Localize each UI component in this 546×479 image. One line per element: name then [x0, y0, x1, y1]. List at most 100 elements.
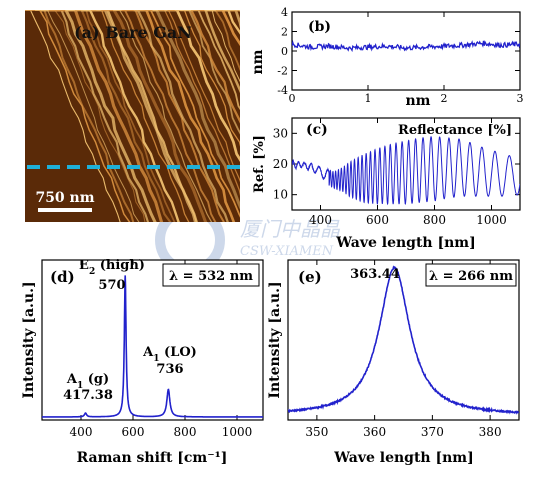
- afm-stripe: [96, 10, 213, 222]
- peak-label: E2 (high): [79, 258, 145, 277]
- afm-stripe: [164, 10, 240, 135]
- panel-b-ylabel: nm: [250, 49, 266, 74]
- afm-stripe: [127, 10, 240, 218]
- x-tick-label: 0: [289, 92, 296, 105]
- panel-b-height-profile: 0 1 2 3 -4 -2 0 2 4 (b) nm nm: [250, 6, 524, 109]
- panel-a-title: (a) Bare GaN: [74, 23, 192, 42]
- panel-e-frame: [287, 259, 520, 421]
- peak-value-label: 736: [156, 362, 183, 377]
- panel-d-title: (d): [50, 268, 75, 286]
- panel-d-series-line: [42, 275, 263, 418]
- panel-e-peak-label: 363.44: [350, 267, 400, 282]
- watermark-text-en: CSW-XIAMEN: [240, 244, 334, 259]
- x-tick-label: 2: [441, 92, 448, 105]
- panel-e-ylabel: Intensity [a.u.]: [267, 281, 283, 398]
- peak-label: A1 (g): [66, 372, 109, 391]
- afm-stripe: [83, 10, 198, 222]
- afm-stripe: [31, 10, 146, 222]
- panel-e-title: (e): [298, 268, 322, 286]
- panel-b-frame: [291, 11, 521, 91]
- x-tick-label: 800: [174, 425, 197, 439]
- afm-stripe: [25, 10, 131, 222]
- x-tick-label: 400: [309, 213, 332, 227]
- x-tick-label: 370: [421, 425, 444, 439]
- panel-a-afm-image: (a) Bare GaN 750 nm: [25, 10, 240, 222]
- panel-c-series-line: [292, 136, 520, 206]
- x-tick-label: 600: [122, 425, 145, 439]
- afm-stripe: [152, 10, 240, 163]
- x-tick-label: 1000: [476, 213, 507, 227]
- panel-e-legend-box: [425, 263, 517, 287]
- afm-stripe: [101, 10, 217, 222]
- panel-b-title: (b): [308, 19, 331, 35]
- x-tick-label: 1: [365, 92, 372, 105]
- afm-stripe: [25, 10, 121, 222]
- y-tick-label: 30: [273, 126, 288, 140]
- afm-stripe: [133, 10, 240, 210]
- afm-stripe: [138, 10, 240, 197]
- afm-stripe: [121, 10, 236, 222]
- afm-stripe: [25, 10, 135, 222]
- x-tick-label: 800: [423, 213, 446, 227]
- panel-e-photoluminescence: 350 360 370 380 (e) 363.44 λ = 266 nm Wave …: [267, 259, 520, 466]
- afm-stripe: [113, 10, 229, 222]
- afm-texture: [25, 10, 240, 222]
- x-tick-label: 360: [363, 425, 386, 439]
- panel-b-xlabel: nm: [406, 93, 431, 109]
- y-tick-label: -2: [277, 65, 288, 78]
- panel-b-series-line: [292, 40, 520, 53]
- y-tick-label: 10: [273, 188, 288, 202]
- afm-stripe: [65, 10, 180, 222]
- afm-stripe: [174, 10, 240, 111]
- panel-e-series-line: [288, 265, 519, 415]
- afm-stripe: [167, 10, 240, 124]
- afm-stripe: [55, 10, 172, 222]
- afm-stripe: [110, 10, 226, 222]
- y-tick-label: 0: [281, 45, 288, 58]
- panel-e-xlabel: Wave length [nm]: [333, 450, 473, 466]
- afm-stripe: [199, 10, 240, 47]
- scale-bar-label: 750 nm: [35, 190, 94, 206]
- y-tick-label: 20: [273, 157, 288, 171]
- y-tick-label: 4: [281, 6, 288, 19]
- panel-c-annotation: Reflectance [%]: [398, 123, 512, 138]
- afm-stripe: [25, 10, 140, 222]
- afm-stripe: [60, 10, 176, 222]
- afm-stripe: [191, 10, 240, 72]
- panel-d-legend-text: λ = 532 nm: [169, 269, 253, 284]
- panel-c-ylabel: Ref. [%]: [252, 135, 267, 193]
- panel-d-ylabel: Intensity [a.u.]: [21, 281, 37, 398]
- panel-d-legend-box: [162, 263, 260, 287]
- afm-stripe: [144, 10, 240, 183]
- x-tick-label: 3: [517, 92, 524, 105]
- peak-value-label: 417.38: [63, 388, 113, 403]
- x-tick-label: 600: [366, 213, 389, 227]
- afm-stripe: [157, 10, 240, 147]
- afm-stripe: [74, 10, 190, 222]
- peak-value-label: 570: [98, 278, 125, 293]
- panel-c-title: (c): [306, 122, 328, 138]
- afm-stripe: [180, 10, 240, 94]
- watermark-text-cn: 厦门中晶晶: [240, 217, 341, 241]
- afm-stripe: [41, 10, 157, 222]
- x-tick-label: 380: [479, 425, 502, 439]
- panel-d-raman: 400 600 800 1000 (d) λ = 532 nm A1 (g)417.3…: [21, 258, 264, 466]
- peak-label: A1 (LO): [142, 345, 197, 364]
- afm-stripe: [90, 10, 208, 222]
- panel-c-xlabel: Wave length [nm]: [335, 235, 475, 251]
- x-tick-label: 1000: [222, 425, 253, 439]
- y-tick-label: -4: [277, 84, 288, 97]
- scale-bar: [38, 208, 92, 212]
- x-tick-label: 400: [70, 425, 93, 439]
- x-tick-label: 350: [305, 425, 328, 439]
- afm-stripe: [185, 10, 240, 83]
- y-tick-label: 2: [281, 26, 288, 39]
- panel-e-legend-text: λ = 266 nm: [429, 269, 513, 284]
- panel-d-frame: [41, 259, 264, 421]
- afm-stripe: [48, 10, 164, 222]
- afm-stripe: [35, 10, 150, 222]
- afm-image-background: [25, 10, 240, 222]
- panel-d-xlabel: Raman shift [cm⁻¹]: [77, 450, 228, 466]
